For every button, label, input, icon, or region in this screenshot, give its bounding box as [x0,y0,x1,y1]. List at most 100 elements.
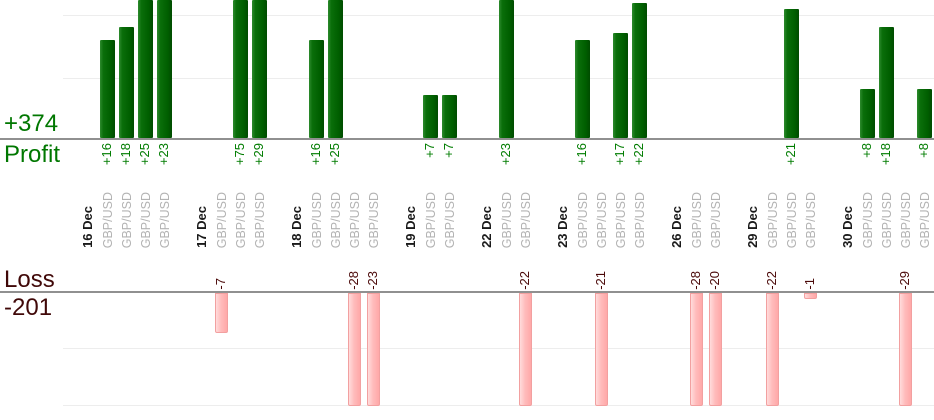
profit-bar [879,27,894,138]
profit-bar [100,39,115,138]
loss-gridline-20 [63,405,934,406]
pair-label: GBP/USD [765,191,780,248]
pair-label: GBP/USD [347,191,362,248]
trade-value-label: +21 [783,143,798,166]
trade-value-label: -7 [213,278,228,290]
profit-bar [499,0,514,138]
date-label: 29 Dec [745,206,760,248]
profit-gridline-20 [63,15,934,16]
pair-label: GBP/USD [898,191,913,248]
trade-value-label: +7 [441,143,456,158]
profit-axis-line [0,138,934,140]
profit-bar [328,0,343,138]
pair-label: GBP/USD [119,191,134,248]
trade-value-label: -20 [707,271,722,290]
trade-value-label: +22 [631,143,646,166]
pair-label: GBP/USD [784,191,799,248]
loss-bar [367,293,380,406]
trade-value-label: +16 [308,143,323,166]
date-label: 19 Dec [403,206,418,248]
profit-axis-label: Profit [4,141,61,168]
loss-bar [766,293,779,406]
trade-value-label: +16 [574,143,589,166]
pair-label: GBP/USD [214,191,229,248]
date-label: 23 Dec [555,206,570,248]
loss-total: -201 [4,294,53,321]
profit-bar [119,27,134,138]
profit-total: +374 [4,110,59,137]
profit-bar [613,33,628,138]
pair-label: GBP/USD [518,191,533,248]
pair-label: GBP/USD [499,191,514,248]
profit-bar [309,39,324,138]
pair-label: GBP/USD [100,191,115,248]
trade-value-label: +8 [859,143,874,158]
pair-label: GBP/USD [328,191,343,248]
trade-value-label: +7 [422,143,437,158]
trade-value-label: -23 [365,271,380,290]
loss-bar [709,293,722,406]
pair-label: GBP/USD [138,191,153,248]
loss-axis-line [0,291,934,293]
trade-value-label: -22 [517,271,532,290]
trade-value-label: -28 [688,271,703,290]
trade-value-label: +18 [878,143,893,166]
pair-label: GBP/USD [575,191,590,248]
trade-value-label: -21 [593,271,608,290]
profit-bar [632,2,647,138]
loss-bar [595,293,608,406]
loss-axis-label: Loss [4,266,55,293]
pair-label: GBP/USD [917,191,932,248]
loss-gridline-10 [63,348,934,349]
pair-label: GBP/USD [689,191,704,248]
pair-label: GBP/USD [157,191,172,248]
loss-bar [804,293,817,299]
pair-label: GBP/USD [252,191,267,248]
profit-bar [138,0,153,138]
pair-label: GBP/USD [632,191,647,248]
pair-label: GBP/USD [233,191,248,248]
loss-bar [215,293,228,333]
loss-bar [899,293,912,406]
date-label: 30 Dec [840,206,855,248]
profit-bar [442,94,457,138]
loss-bar [690,293,703,406]
trade-value-label: +23 [156,143,171,166]
pair-label: GBP/USD [309,191,324,248]
pair-label: GBP/USD [366,191,381,248]
profit-bar [784,8,799,138]
pair-label: GBP/USD [803,191,818,248]
profit-gridline-10 [63,78,934,79]
trade-value-label: -28 [346,271,361,290]
date-label: 22 Dec [479,206,494,248]
trade-value-label: +16 [99,143,114,166]
profit-bar [423,94,438,138]
pair-label: GBP/USD [613,191,628,248]
trade-value-label: +8 [916,143,931,158]
trade-value-label: +25 [327,143,342,166]
trade-value-label: -1 [802,278,817,290]
trade-value-label: -22 [764,271,779,290]
trade-value-label: +18 [118,143,133,166]
loss-bar [348,293,361,406]
loss-bar [519,293,532,406]
pair-label: GBP/USD [594,191,609,248]
profit-bar [233,0,248,138]
trade-value-label: +25 [137,143,152,166]
trade-value-label: +75 [232,143,247,166]
profit-bar [157,0,172,138]
trade-value-label: -29 [897,271,912,290]
pair-label: GBP/USD [708,191,723,248]
profit-bar [252,0,267,138]
pair-label: GBP/USD [442,191,457,248]
pair-label: GBP/USD [879,191,894,248]
trade-value-label: +29 [251,143,266,166]
trade-value-label: +17 [612,143,627,166]
date-label: 18 Dec [289,206,304,248]
profit-bar [860,88,875,138]
pair-label: GBP/USD [423,191,438,248]
profit-bar [917,88,932,138]
date-label: 16 Dec [80,206,95,248]
date-label: 26 Dec [669,206,684,248]
